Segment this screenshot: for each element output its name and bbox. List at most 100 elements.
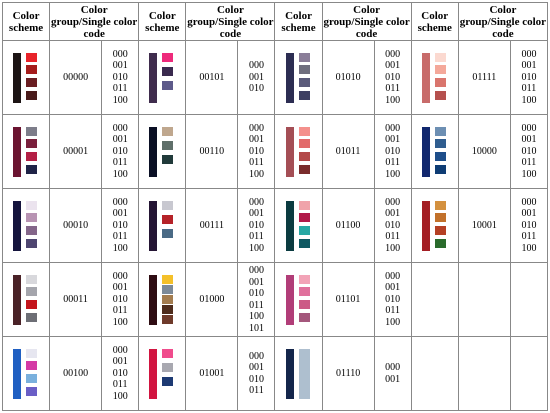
color-square [26,64,38,74]
single-color-code: 001 [385,134,401,146]
color-swatch [11,200,41,251]
single-color-code: 100 [112,94,128,106]
color-square [434,212,446,222]
main-color-bar [13,348,22,399]
color-square [162,214,174,224]
single-color-code: 011 [521,83,537,95]
single-color-code: 011 [112,379,128,391]
color-scheme-cell [138,40,187,115]
main-color-bar [421,126,430,177]
main-color-bar [285,126,294,177]
single-color-code: 011 [249,231,264,243]
single-color-codes: 000 001 010 011 100 [509,114,549,189]
color-square [298,64,310,74]
color-square [26,126,38,136]
color-square [162,314,174,324]
main-color-bar [149,52,158,103]
single-color-code: 001 [385,373,401,385]
single-color-code: 100 [112,168,128,180]
single-color-codes [509,336,549,411]
single-color-code: 100 [385,94,401,106]
color-group-code: 00111 [185,188,239,263]
color-scheme-cell [410,262,459,337]
single-color-code: 001 [112,60,128,72]
color-swatch [147,126,177,177]
main-color-bar [13,274,22,325]
color-square [26,286,38,296]
single-color-code: 000 [112,196,128,208]
color-square [298,200,310,210]
color-group-code: 01000 [185,262,239,337]
single-color-code: 011 [521,231,537,243]
main-color-bar [285,348,294,399]
color-square [162,52,174,62]
color-square [162,140,174,150]
color-group-code: 00000 [49,40,103,115]
color-square [298,138,310,148]
color-swatch [147,348,177,399]
header-color-scheme: Color scheme [138,2,187,41]
color-scheme-cell [410,40,459,115]
single-color-code: 010 [112,293,128,305]
color-group-code: 10001 [457,188,511,263]
color-square [26,212,38,222]
color-square [162,274,174,284]
single-color-code: 000 [248,350,264,362]
color-square [162,362,174,372]
single-color-code: 100 [112,242,128,254]
color-square [162,200,174,210]
single-color-codes: 000 001 010 011 100 [373,188,412,263]
single-color-codes: 000 001 010 011 100 [237,114,276,189]
single-color-code: 001 [248,362,264,373]
single-color-code: 001 [112,282,128,294]
color-scheme-cell [1,114,51,189]
main-color-bar [421,200,430,251]
color-square [26,386,38,396]
color-group-code: 00101 [185,40,239,115]
color-square [26,77,38,87]
single-color-codes: 000 001 010 011 100 [101,336,140,411]
single-color-codes: 000 001 010 011 100 [101,262,140,337]
color-square [162,66,174,76]
single-color-code: 010 [112,367,128,379]
table-row: 00010 000 001 010 011 100 00111 000 001 010 011 100… [1,188,549,263]
single-color-code: 011 [385,231,400,243]
single-color-code: 010 [248,83,264,95]
main-color-bar [149,348,158,399]
single-color-code: 000 [385,48,401,60]
color-square [298,164,310,174]
single-color-code: 010 [521,71,537,83]
color-square [298,238,310,248]
single-color-code: 100 [112,390,128,402]
single-color-code: 000 [385,362,401,373]
color-square [162,154,174,164]
color-square [26,138,38,148]
single-color-codes: 000 001 010 011 100 [101,40,140,115]
color-square [298,212,310,222]
header-color-code: Color group/Single color code [49,2,140,41]
color-group-code: 01111 [457,40,511,115]
single-color-code: 100 [385,316,401,328]
color-scheme-cell [274,336,323,411]
single-color-code: 000 [521,122,537,134]
color-group-code: 01100 [321,188,375,263]
color-scheme-cell [274,188,323,263]
color-swatch [420,52,450,103]
single-color-code: 000 [248,196,264,208]
header-color-scheme: Color scheme [410,2,459,41]
single-color-code: 010 [521,145,537,157]
main-color-bar [285,200,294,251]
color-scheme-cell [410,114,459,189]
single-color-code: 101 [248,322,264,334]
color-square [162,348,174,358]
single-color-code: 001 [385,60,401,72]
main-color-bar [149,200,158,251]
single-color-code: 010 [112,219,128,231]
single-color-code: 011 [385,83,400,95]
color-swatch [284,348,314,399]
single-color-code: 100 [521,94,537,106]
main-color-bar [13,200,22,251]
main-color-bar [149,274,158,325]
color-square [298,77,310,87]
single-color-code: 001 [521,134,537,146]
